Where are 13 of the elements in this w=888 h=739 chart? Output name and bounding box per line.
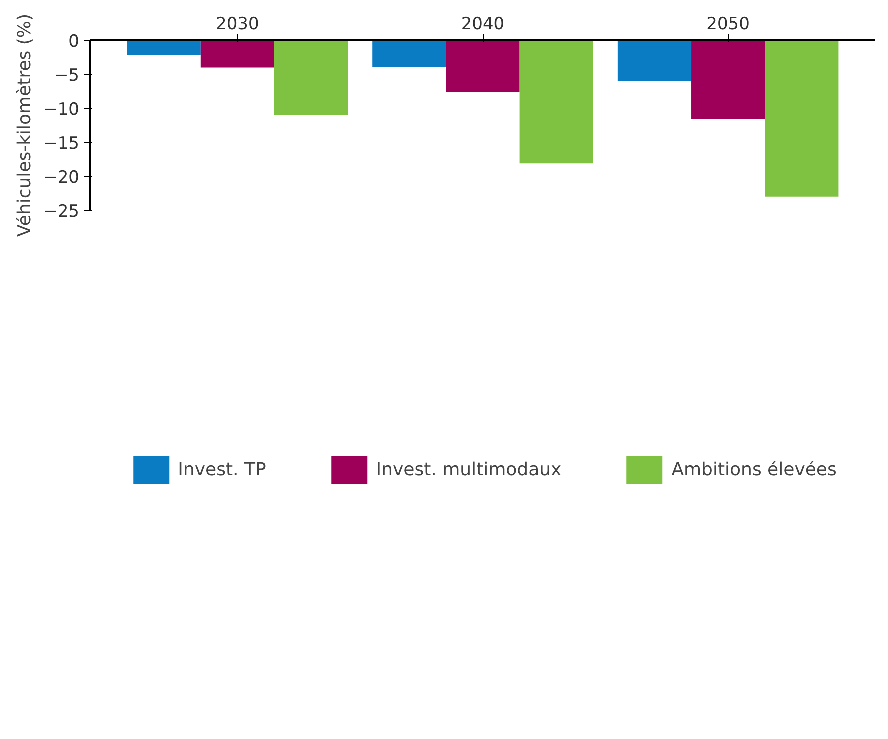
y-tick-label: −20 <box>44 168 80 188</box>
y-tick-label: −25 <box>44 202 80 222</box>
legend-label: Ambitions élevées <box>672 460 837 480</box>
y-tick-label: −10 <box>44 100 80 120</box>
y-tick-label: 0 <box>68 32 80 52</box>
x-tick-label: 2030 <box>216 14 260 34</box>
y-tick-label: −5 <box>54 66 80 86</box>
y-tick-label: −15 <box>44 134 80 154</box>
x-tick-label: 2040 <box>461 14 505 34</box>
legend-label: Invest. TP <box>178 460 266 480</box>
y-axis-title: Véhicules-kilomètres (%) <box>14 14 36 238</box>
x-tick-label: 2050 <box>706 14 750 34</box>
legend-label: Invest. multimodaux <box>376 460 562 480</box>
